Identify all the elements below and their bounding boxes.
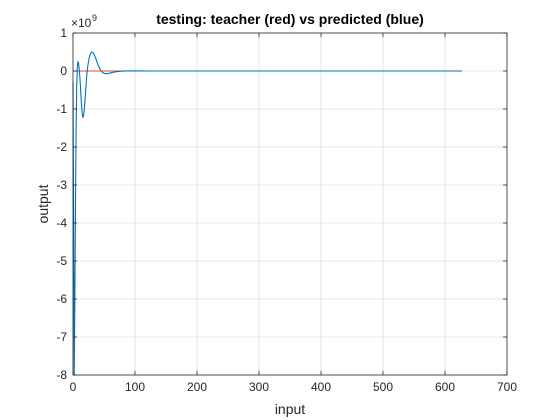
x-tick-label: 0 — [70, 380, 77, 394]
x-axis-label: input — [275, 401, 305, 417]
x-tick-label: 500 — [373, 380, 393, 394]
y-tick-label: -3 — [56, 178, 67, 192]
y-multiplier-exponent: 9 — [92, 13, 97, 23]
y-tick-label: -7 — [56, 330, 67, 344]
ticks: 0 100 200 300 400 500 600 700 -8 -7 -6 -5 -4 -3 -2 -1 0 1 — [56, 26, 517, 394]
chart-title: testing: teacher (red) vs predicted (blu… — [156, 11, 424, 27]
x-tick-label: 400 — [311, 380, 331, 394]
plot-area — [73, 33, 507, 375]
y-tick-label: 0 — [60, 64, 67, 78]
y-tick-label: -8 — [56, 368, 67, 382]
y-tick-label: 1 — [60, 26, 67, 40]
x-tick-label: 700 — [497, 380, 517, 394]
x-tick-label: 600 — [435, 380, 455, 394]
y-multiplier-base: ×10 — [71, 16, 92, 30]
y-tick-label: -6 — [56, 292, 67, 306]
y-tick-label: -2 — [56, 140, 67, 154]
y-multiplier: ×10 9 — [71, 13, 97, 30]
x-tick-label: 200 — [187, 380, 207, 394]
y-tick-label: -4 — [56, 216, 67, 230]
y-axis-label: output — [35, 184, 51, 223]
plot-frame — [72, 32, 508, 376]
x-tick-label: 300 — [249, 380, 269, 394]
x-tick-label: 100 — [125, 380, 145, 394]
y-tick-label: -5 — [56, 254, 67, 268]
series-line-2 — [72, 51, 462, 376]
series-group — [72, 51, 462, 376]
y-tick-label: -1 — [56, 102, 67, 116]
